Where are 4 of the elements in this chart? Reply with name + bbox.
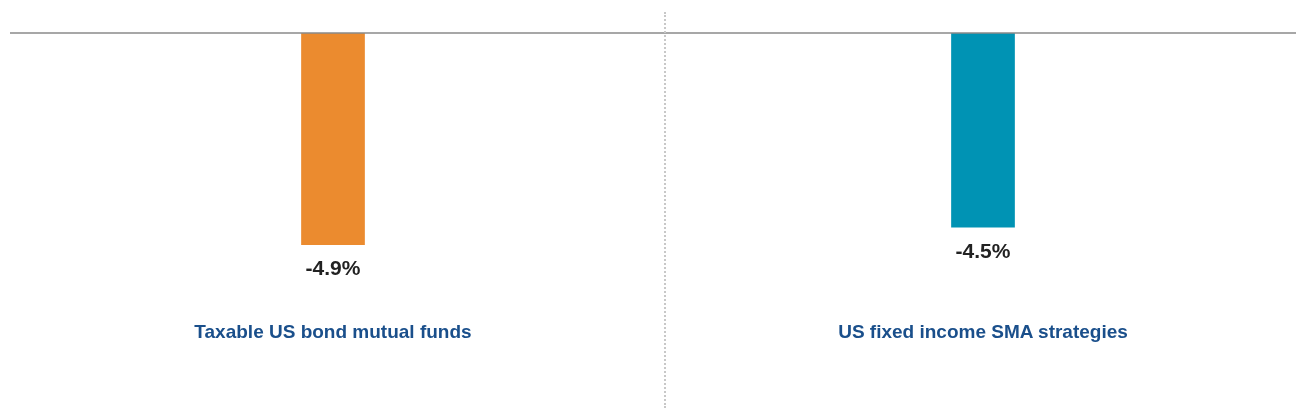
x-tick-label: US fixed income SMA strategies — [838, 320, 1128, 342]
data-label: -4.9% — [305, 256, 361, 280]
x-tick-label: Taxable US bond mutual funds — [194, 320, 472, 342]
data-label: -4.5% — [955, 238, 1011, 262]
